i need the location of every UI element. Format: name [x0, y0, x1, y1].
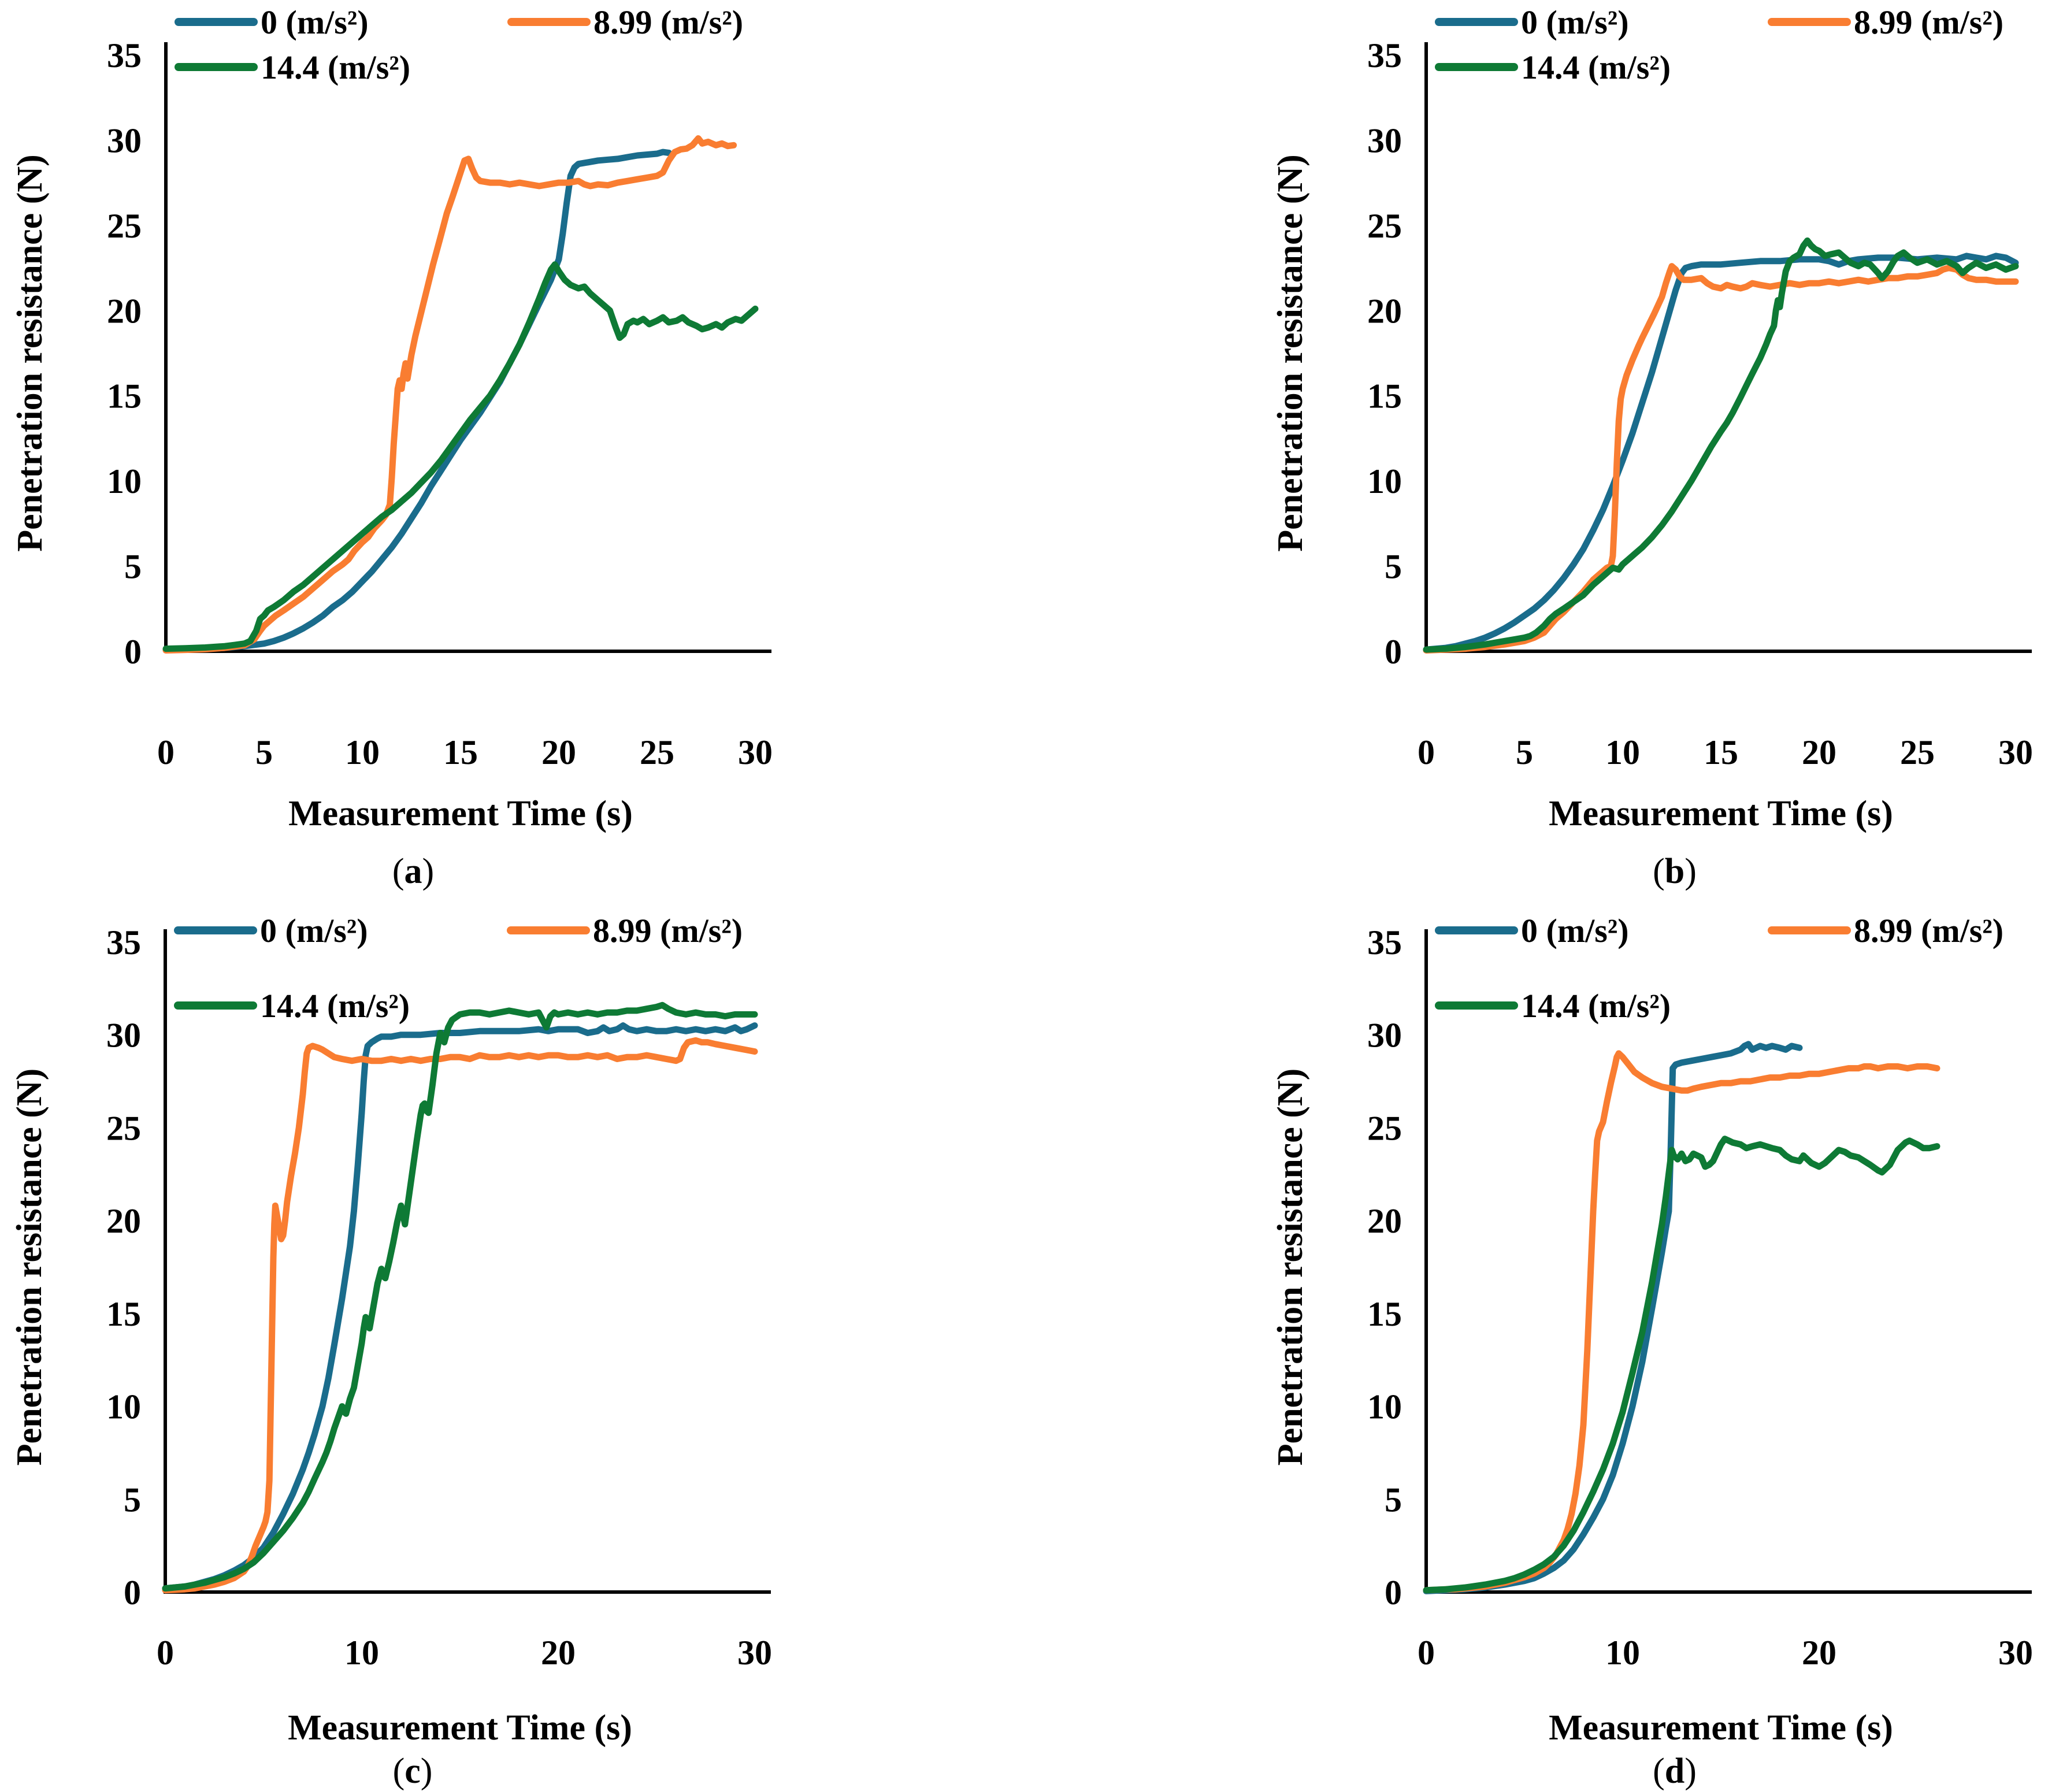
x-tick-label: 10	[345, 733, 380, 771]
y-tick-label: 15	[1367, 1295, 1402, 1333]
y-tick-label: 35	[106, 923, 141, 962]
series-line	[162, 135, 737, 654]
x-tick-label: 5	[255, 733, 273, 771]
y-tick-label: 10	[1367, 1388, 1402, 1426]
y-tick-label: 25	[106, 1109, 141, 1147]
chart-canvas-a: (a) 0 5 10 15 20 25 30 35 0 5 10 15 20 25 30 Measuremen…	[10, 3, 773, 891]
x-tick-label: 30	[1998, 733, 2033, 771]
y-tick-label: 20	[1367, 1202, 1402, 1240]
panel-c: (c) 0 5 10 15 20 25 30 35 0 10 20 30 Measurement Tim…	[0, 896, 1032, 1792]
x-axis-title: Measurement Time (s)	[1549, 1708, 1893, 1748]
series-line	[1423, 253, 2019, 653]
y-tick-label: 30	[107, 121, 142, 159]
y-tick-label: 0	[1385, 1574, 1402, 1612]
x-tick-label: 10	[1605, 733, 1640, 771]
y-tick-label: 5	[124, 548, 142, 586]
x-tick-label: 0	[157, 1634, 174, 1672]
panel-caption-b: (b)	[1653, 852, 1697, 891]
y-tick-label: 5	[1385, 1481, 1402, 1519]
chart-canvas-c: (c) 0 5 10 15 20 25 30 35 0 10 20 30 Measurement Tim…	[10, 912, 772, 1791]
x-tick-label: 0	[1418, 1634, 1435, 1672]
legend-label: 8.99 (m/s²)	[1854, 3, 2003, 41]
panel-caption-a: (a)	[392, 852, 434, 891]
series-line	[1423, 1136, 1940, 1594]
y-tick-label: 30	[1367, 121, 1402, 159]
y-tick-label: 25	[1367, 207, 1402, 245]
y-tick-label: 30	[1367, 1016, 1402, 1055]
series-line	[1423, 1041, 1803, 1594]
legend-label: 0 (m/s²)	[1521, 3, 1629, 41]
legend-label: 0 (m/s²)	[260, 912, 368, 949]
y-tick-label: 25	[107, 207, 142, 245]
legend-label: 14.4 (m/s²)	[1521, 49, 1671, 86]
y-tick-label: 25	[1367, 1109, 1402, 1147]
x-tick-label: 25	[1900, 733, 1935, 771]
x-tick-label: 25	[640, 733, 674, 771]
y-tick-label: 10	[1367, 462, 1402, 500]
x-tick-label: 10	[344, 1634, 379, 1672]
legend-label: 0 (m/s²)	[1521, 912, 1629, 949]
chart-canvas-d: (d) 0 5 10 15 20 25 30 35 0 10 20 30 Measurement Tim…	[1271, 912, 2033, 1791]
x-axis-title: Measurement Time (s)	[1549, 794, 1893, 833]
x-tick-label: 20	[1802, 733, 1836, 771]
y-tick-label: 10	[107, 462, 142, 500]
series-line	[162, 1001, 758, 1592]
legend-label: 0 (m/s²)	[261, 3, 369, 41]
x-tick-label: 5	[1516, 733, 1533, 771]
series-line	[1423, 237, 2019, 653]
x-tick-label: 15	[1704, 733, 1738, 771]
y-axis-title: Penetration resistance (N)	[10, 1068, 49, 1466]
legend-label: 8.99 (m/s²)	[1854, 912, 2003, 949]
y-tick-label: 20	[106, 1202, 141, 1240]
x-tick-label: 10	[1605, 1634, 1640, 1672]
y-tick-label: 30	[106, 1016, 141, 1055]
panel-b: (b) 0 5 10 15 20 25 30 35 0 5 10 15 20 25 30 Measuremen…	[1032, 0, 2063, 896]
y-tick-label: 20	[1367, 292, 1402, 330]
x-tick-label: 20	[541, 1634, 576, 1672]
x-tick-label: 30	[738, 733, 773, 771]
x-tick-label: 0	[157, 733, 175, 771]
y-axis-title: Penetration resistance (N)	[10, 154, 50, 552]
y-axis-title: Penetration resistance (N)	[1271, 1068, 1310, 1466]
y-tick-label: 35	[1367, 36, 1402, 75]
y-axis-title: Penetration resistance (N)	[1271, 154, 1310, 552]
series-line	[162, 149, 672, 653]
panel-a: (a) 0 5 10 15 20 25 30 35 0 5 10 15 20 25 30 Measuremen…	[0, 0, 1032, 896]
legend-label: 14.4 (m/s²)	[261, 49, 410, 86]
y-tick-label: 0	[124, 633, 142, 671]
y-tick-label: 35	[107, 36, 142, 75]
series-line	[162, 1037, 758, 1594]
y-tick-label: 15	[107, 377, 142, 415]
x-tick-label: 30	[1998, 1634, 2033, 1672]
legend-label: 8.99 (m/s²)	[593, 3, 743, 41]
x-tick-label: 30	[737, 1634, 772, 1672]
y-tick-label: 15	[106, 1295, 141, 1333]
x-tick-label: 20	[1802, 1634, 1836, 1672]
x-tick-label: 15	[443, 733, 478, 771]
y-tick-label: 5	[1385, 548, 1402, 586]
series-line	[1423, 263, 2019, 654]
y-tick-label: 5	[124, 1481, 141, 1519]
legend-label: 8.99 (m/s²)	[593, 912, 743, 949]
x-axis-title: Measurement Time (s)	[288, 1708, 632, 1748]
x-tick-label: 0	[1418, 733, 1435, 771]
series-line	[162, 1022, 758, 1592]
y-tick-label: 15	[1367, 377, 1402, 415]
y-tick-label: 35	[1367, 923, 1402, 962]
y-tick-label: 20	[107, 292, 142, 330]
chart-canvas-b: (b) 0 5 10 15 20 25 30 35 0 5 10 15 20 25 30 Measuremen…	[1271, 3, 2033, 891]
series-line	[162, 261, 759, 652]
y-tick-label: 10	[106, 1388, 141, 1426]
legend-label: 14.4 (m/s²)	[260, 987, 410, 1025]
panel-d: (d) 0 5 10 15 20 25 30 35 0 10 20 30 Measurement Tim…	[1032, 896, 2063, 1792]
x-axis-title: Measurement Time (s)	[288, 794, 633, 833]
panel-caption-c: (c)	[393, 1752, 433, 1791]
panel-caption-d: (d)	[1653, 1752, 1697, 1791]
y-tick-label: 0	[124, 1574, 141, 1612]
x-tick-label: 20	[541, 733, 576, 771]
legend-label: 14.4 (m/s²)	[1521, 987, 1671, 1025]
series-line	[1423, 1050, 1940, 1594]
y-tick-label: 0	[1385, 633, 1402, 671]
